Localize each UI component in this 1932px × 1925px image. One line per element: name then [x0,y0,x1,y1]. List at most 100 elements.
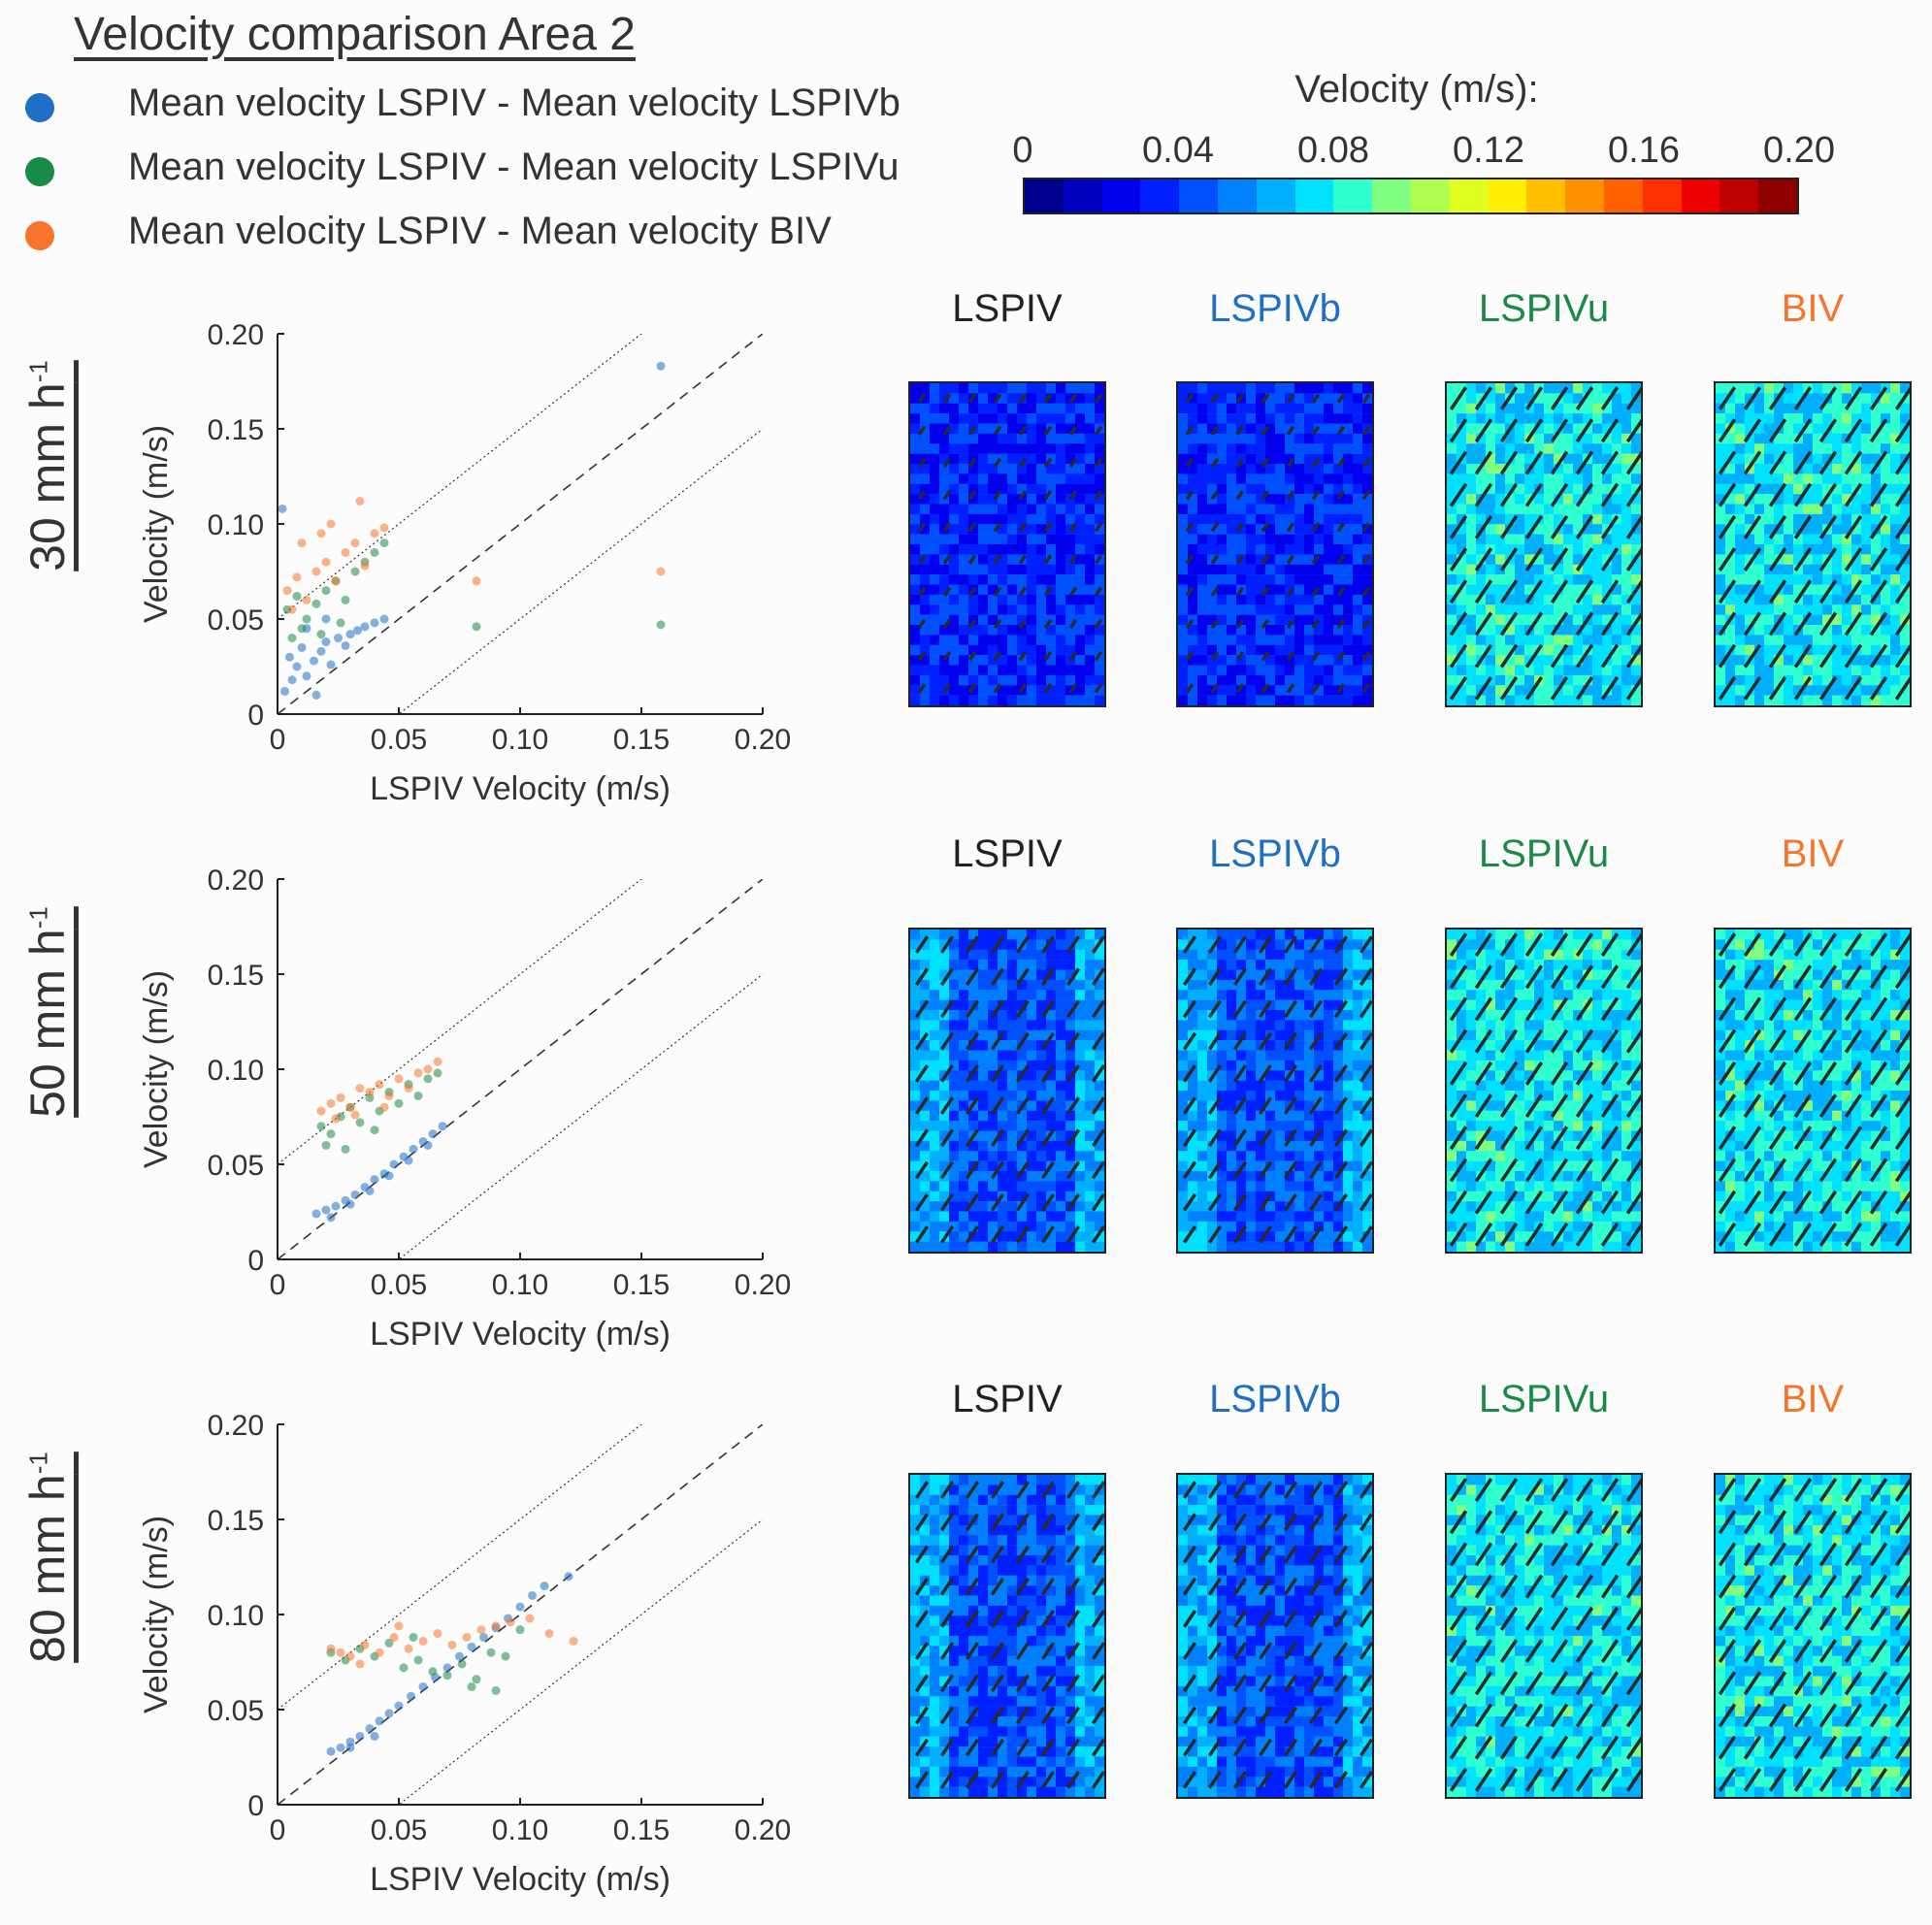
x-axis-label: LSPIV Velocity (m/s) [370,1861,671,1898]
data-point [434,1629,442,1638]
y-axis-label: Velocity (m/s) [138,425,175,623]
velocity-map [1714,1473,1912,1799]
data-point [337,1744,345,1752]
map-title: LSPIVb [1168,287,1382,331]
data-point [351,1191,360,1199]
data-point [293,572,302,581]
data-point [390,1160,399,1169]
data-point [414,1656,423,1665]
x-tick-label: 0.15 [613,1269,670,1301]
x-tick-label: 0.15 [613,1814,670,1846]
data-point [288,634,297,642]
data-point [351,568,360,576]
data-point [380,538,389,547]
colorbar-segment [1102,179,1141,212]
data-point [356,1118,365,1126]
velocity-map [1714,928,1912,1254]
data-point [443,1663,452,1672]
data-point [371,529,379,538]
data-point [516,1625,525,1634]
data-point [380,523,389,532]
data-point [570,1637,578,1646]
y-tick-label: 0.20 [208,865,264,897]
map-title: LSPIVu [1437,1378,1651,1421]
data-point [322,558,331,567]
data-point [361,1641,370,1649]
velocity-map [1445,1473,1643,1799]
legend-dot-biv [25,221,54,250]
data-point [424,1074,433,1083]
data-point [342,596,350,604]
data-point [443,1671,452,1680]
velocity-map [908,928,1106,1254]
x-tick-label: 0.15 [613,724,670,756]
data-point [455,1652,464,1661]
data-point [327,520,336,529]
data-point [487,1648,496,1657]
data-point [327,1099,336,1108]
colorbar-segment [1411,179,1450,212]
x-tick-label: 0.20 [735,1269,791,1301]
data-point [479,1633,488,1642]
data-point [380,615,389,624]
colorbar-tick: 0.04 [1120,130,1236,172]
data-point [346,1103,355,1112]
data-point [395,1099,404,1108]
data-point [371,548,379,557]
data-point [356,1732,365,1741]
data-point [395,1702,404,1711]
y-axis-label: Velocity (m/s) [138,970,175,1168]
x-tick-label: 0.05 [371,1814,427,1846]
data-point [409,1145,418,1154]
x-tick-label: 0.20 [735,1814,791,1846]
colorbar-segment [1064,179,1102,212]
velocity-map [1714,381,1912,707]
data-point [327,1213,336,1222]
data-point [327,1129,336,1138]
data-point [657,568,666,576]
velocity-map [1176,1473,1374,1799]
y-tick-label: 0.10 [208,1600,264,1632]
data-point [322,615,331,624]
x-tick-label: 0.20 [735,724,791,756]
y-axis-label: Velocity (m/s) [138,1516,175,1713]
data-point [322,1206,331,1215]
colorbar-segment [1218,179,1257,212]
data-point [317,647,326,656]
data-point [327,1645,336,1653]
map-title: LSPIV [901,832,1114,876]
map-title: BIV [1706,287,1919,331]
legend-label-lspivb: Mean velocity LSPIV - Mean velocity LSPI… [128,82,901,125]
colorbar-tick: 0.08 [1275,130,1392,172]
colorbar-tick: 0 [965,130,1081,172]
figure-title: Velocity comparison Area 2 [74,8,636,61]
data-point [280,687,289,696]
colorbar-title: Velocity (m/s): [1252,68,1582,112]
data-point [288,605,297,614]
colorbar-tick: 0.16 [1586,130,1702,172]
data-point [448,1641,457,1649]
y-tick-label: 0 [247,1245,264,1277]
colorbar-segment [1604,179,1643,212]
data-point [395,1621,404,1630]
legend-dot-lspivb [25,93,54,122]
x-tick-label: 0.10 [492,1269,548,1301]
x-tick-label: 0 [270,1269,286,1301]
y-tick-label: 0.05 [208,1695,264,1727]
data-point [342,641,350,650]
map-title: LSPIV [901,287,1114,331]
data-point [385,1709,394,1717]
data-point [303,615,311,624]
y-tick-label: 0.15 [208,960,264,992]
colorbar-segment [1565,179,1604,212]
data-point [492,1621,501,1630]
data-point [371,1126,379,1134]
data-point [419,1682,428,1691]
data-point [346,1200,355,1209]
y-tick-label: 0.15 [208,1505,264,1537]
legend-dot-lspivu [25,157,54,186]
colorbar-segment [1025,179,1064,212]
y-tick-label: 0.05 [208,604,264,636]
